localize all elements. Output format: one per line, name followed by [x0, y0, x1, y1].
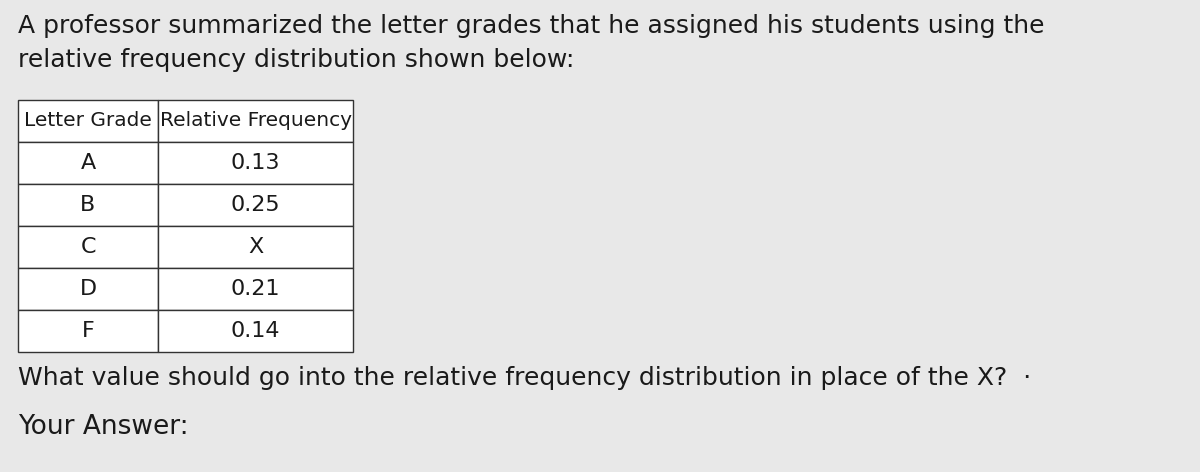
Bar: [18, 268, 158, 310]
Text: A professor summarized the letter grades that he assigned his students using the: A professor summarized the letter grades…: [18, 14, 1044, 38]
Text: relative frequency distribution shown below:: relative frequency distribution shown be…: [18, 48, 575, 72]
Text: X: X: [248, 237, 263, 257]
Bar: [158, 184, 353, 226]
Text: F: F: [82, 321, 95, 341]
Text: A: A: [80, 153, 96, 173]
Text: 0.21: 0.21: [230, 279, 281, 299]
Bar: [18, 184, 158, 226]
Text: Your Answer:: Your Answer:: [18, 414, 188, 440]
Bar: [158, 142, 353, 184]
Text: C: C: [80, 237, 96, 257]
Bar: [18, 100, 158, 142]
Bar: [158, 268, 353, 310]
Bar: [158, 226, 353, 268]
Text: What value should go into the relative frequency distribution in place of the X?: What value should go into the relative f…: [18, 366, 1031, 390]
Text: D: D: [79, 279, 96, 299]
Text: 0.14: 0.14: [230, 321, 281, 341]
Bar: [18, 310, 158, 352]
Text: Letter Grade: Letter Grade: [24, 111, 152, 130]
Bar: [158, 100, 353, 142]
Text: Relative Frequency: Relative Frequency: [160, 111, 352, 130]
Text: 0.13: 0.13: [230, 153, 281, 173]
Bar: [18, 142, 158, 184]
Bar: [18, 226, 158, 268]
Text: B: B: [80, 195, 96, 215]
Bar: [158, 310, 353, 352]
Text: 0.25: 0.25: [230, 195, 281, 215]
